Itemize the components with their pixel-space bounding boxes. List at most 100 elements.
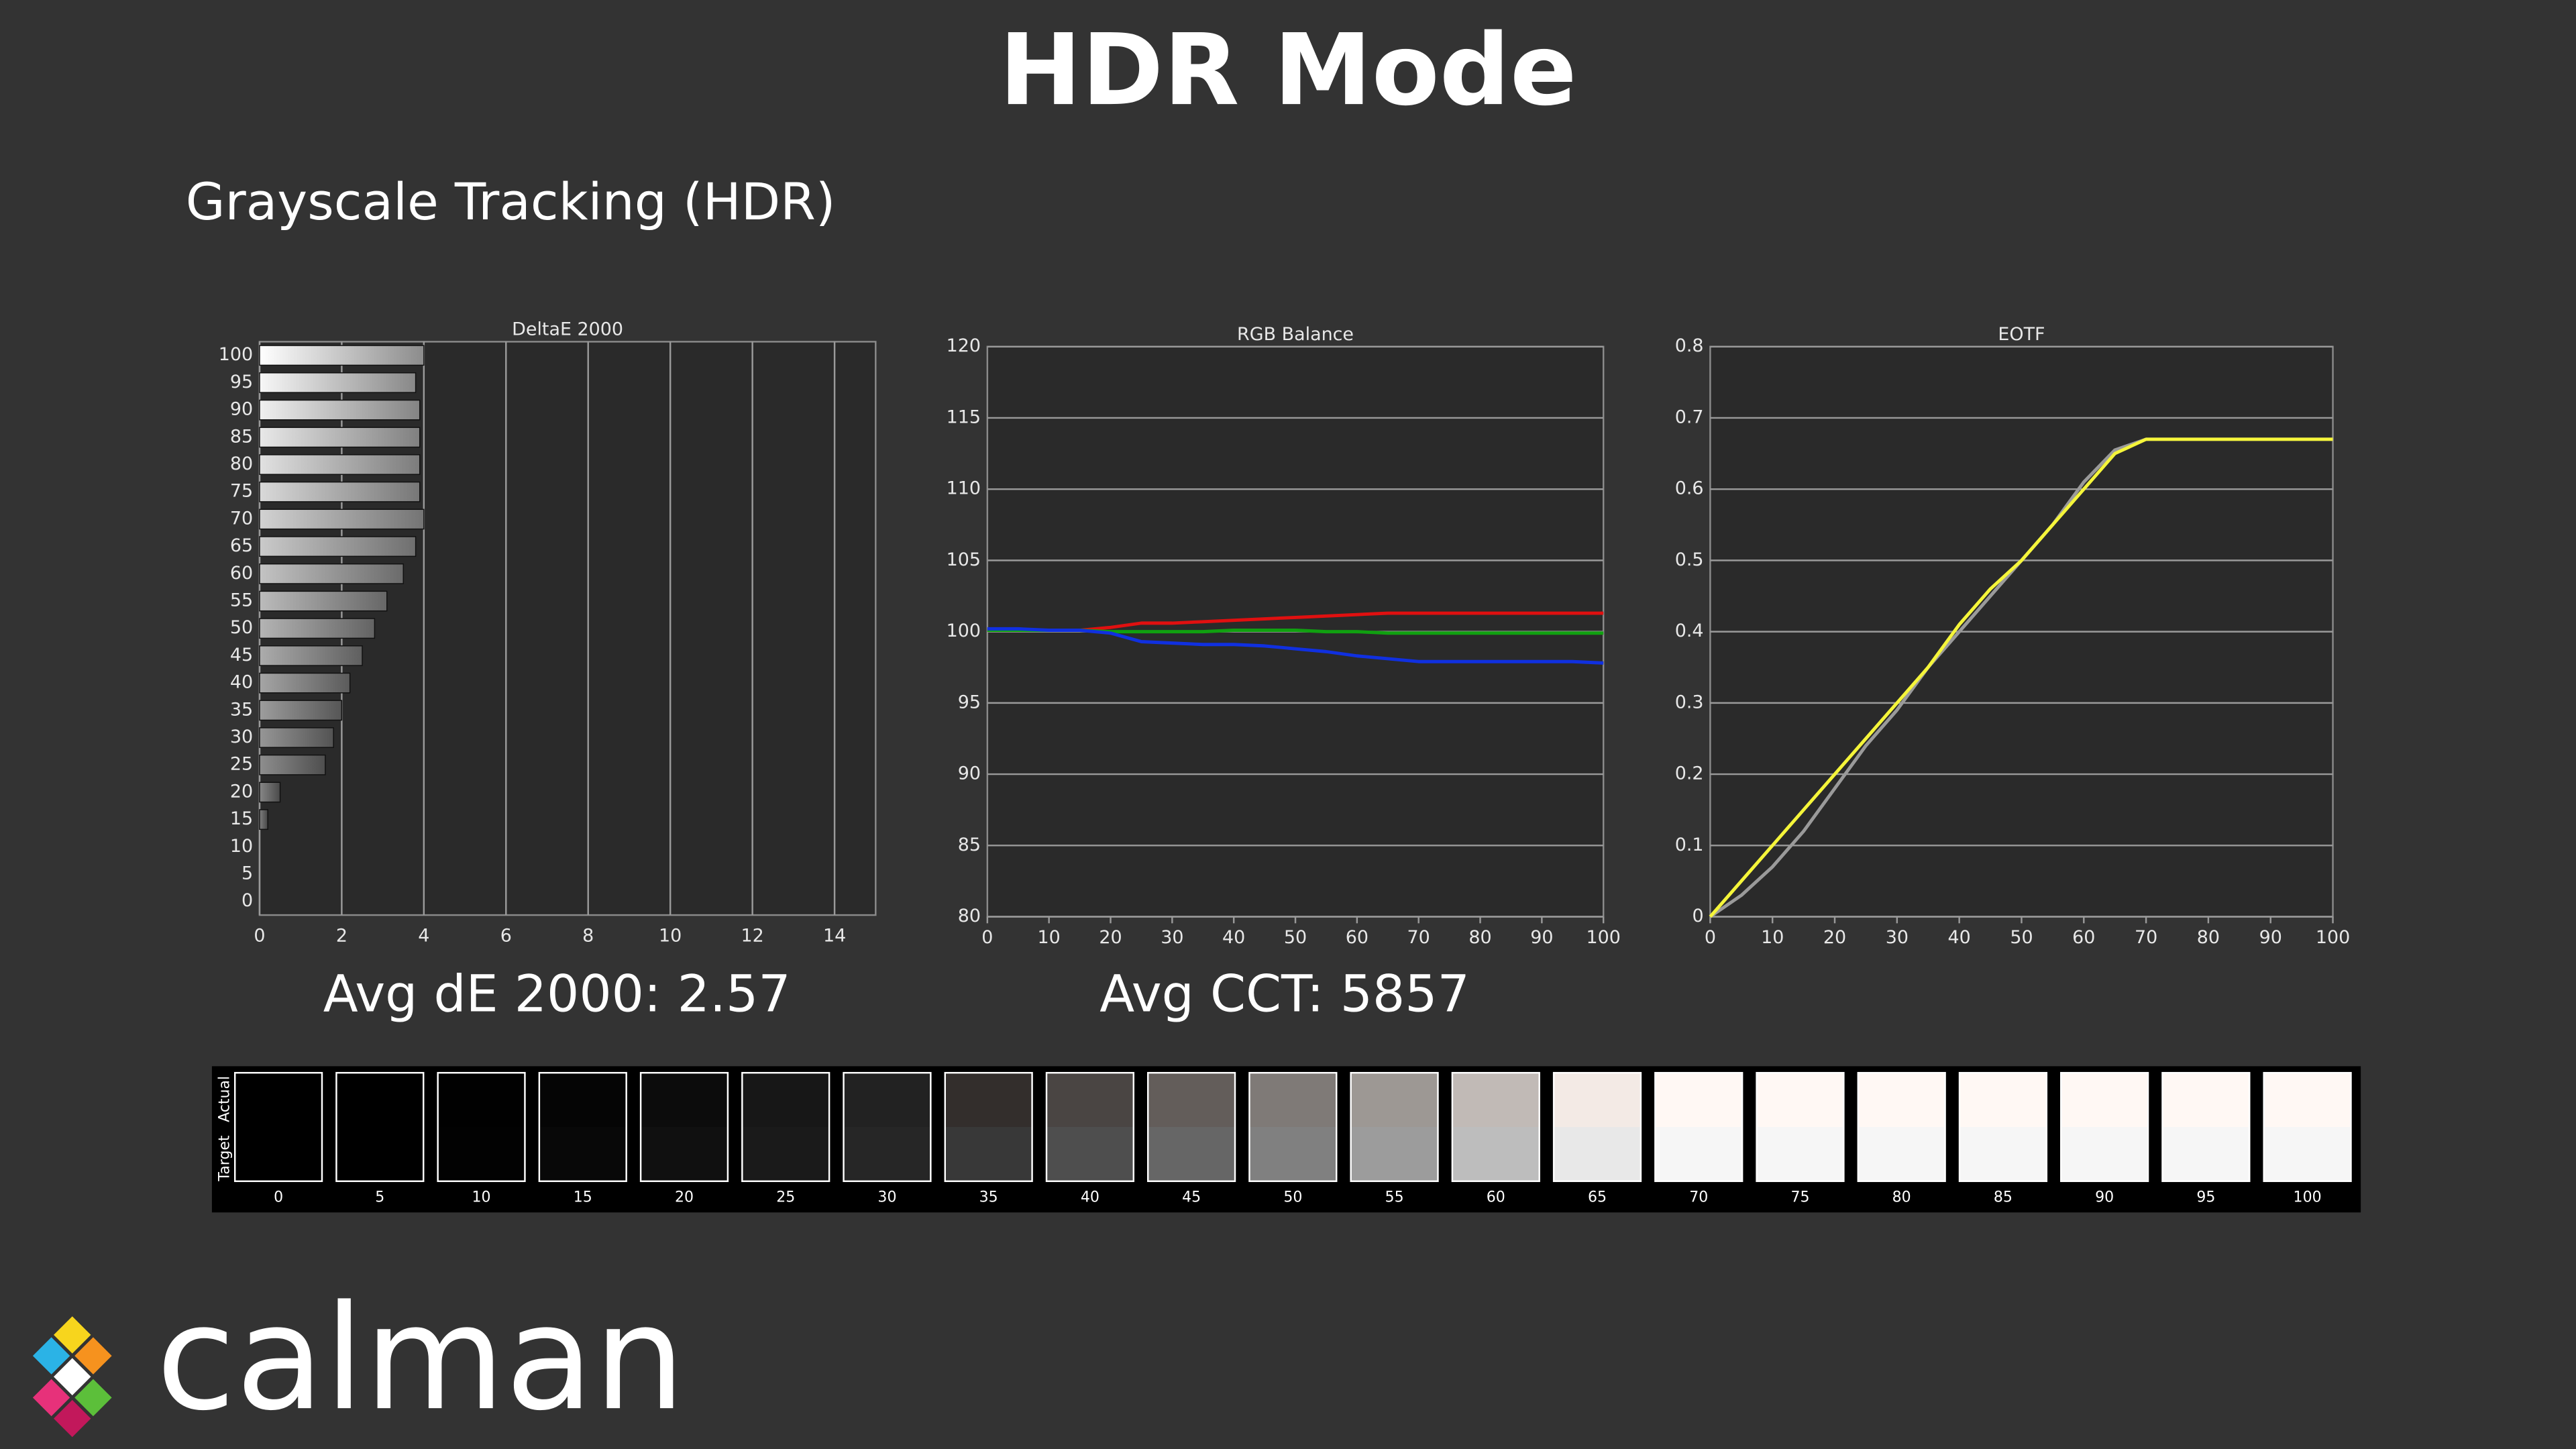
y-tick-label: 60	[230, 563, 253, 584]
swatch-actual	[945, 1073, 1032, 1127]
x-tick-label: 40	[1948, 927, 1971, 948]
swatch-actual	[742, 1073, 830, 1127]
x-tick-label: 20	[1823, 927, 1846, 948]
swatch-target	[437, 1127, 525, 1181]
x-tick-label: 10	[659, 925, 682, 946]
x-tick-label: 30	[1161, 927, 1183, 948]
swatch-label: 25	[776, 1189, 795, 1205]
swatch-border	[1350, 1071, 1439, 1183]
y-tick-label: 105	[947, 549, 981, 570]
y-tick-label: 90	[230, 399, 253, 420]
bar	[259, 645, 363, 666]
swatch-actual	[1046, 1073, 1134, 1127]
x-tick-label: 70	[2135, 927, 2157, 948]
y-tick-label: 120	[947, 335, 981, 356]
y-tick-label: 0.6	[1675, 478, 1704, 499]
swatch-actual	[641, 1073, 728, 1127]
x-tick-label: 2	[336, 925, 347, 946]
section-title: Grayscale Tracking (HDR)	[186, 172, 836, 231]
swatch-label: 70	[1689, 1189, 1708, 1205]
avg-de: Avg dE 2000: 2.57	[323, 965, 791, 1024]
swatch-actual	[235, 1073, 322, 1127]
swatch-border	[1045, 1071, 1135, 1183]
target-label: Target	[217, 1135, 233, 1182]
swatch-target	[1046, 1127, 1134, 1181]
y-tick-label: 0.4	[1675, 621, 1704, 641]
swatch-actual	[843, 1073, 931, 1127]
swatch-actual	[336, 1073, 424, 1127]
swatch-actual	[1756, 1073, 1844, 1127]
bar	[259, 618, 376, 639]
bar	[259, 345, 425, 366]
y-tick-label: 70	[230, 508, 253, 529]
y-tick-label: 10	[230, 836, 253, 857]
x-tick-label: 30	[1886, 927, 1909, 948]
y-tick-label: 0	[1692, 906, 1703, 926]
swatch-target	[2263, 1127, 2351, 1181]
swatch-actual	[539, 1073, 627, 1127]
logo-text: calman	[156, 1274, 686, 1442]
swatch-target	[235, 1127, 322, 1181]
x-tick-label: 6	[500, 925, 512, 946]
swatch-label: 65	[1588, 1189, 1607, 1205]
page-title: HDR Mode	[999, 13, 1576, 127]
swatch-border	[843, 1071, 932, 1183]
y-tick-label: 0.8	[1675, 335, 1704, 356]
swatch-label: 50	[1283, 1189, 1302, 1205]
y-tick-label: 65	[230, 535, 253, 556]
y-tick-label: 0	[241, 890, 253, 911]
swatch-actual	[1960, 1073, 2047, 1127]
swatch-target	[945, 1127, 1032, 1181]
swatch-border	[1552, 1071, 1642, 1183]
swatch-border	[944, 1071, 1033, 1183]
y-tick-label: 85	[958, 835, 981, 855]
swatch-border	[233, 1071, 323, 1183]
chart-title: DeltaE 2000	[512, 319, 623, 340]
bar	[259, 700, 343, 721]
y-tick-label: 110	[947, 478, 981, 499]
x-tick-label: 0	[254, 925, 265, 946]
x-tick-label: 4	[418, 925, 429, 946]
bar	[259, 508, 425, 530]
avg-cct: Avg CCT: 5857	[1099, 965, 1470, 1024]
swatch-label: 100	[2294, 1189, 2322, 1205]
swatch-target	[1249, 1127, 1337, 1181]
y-tick-label: 80	[230, 453, 253, 474]
swatch-label: 15	[574, 1189, 592, 1205]
swatch-border	[1147, 1071, 1236, 1183]
bar	[259, 399, 421, 421]
bar	[259, 782, 281, 803]
swatch-border	[2060, 1071, 2149, 1183]
swatch-label: 0	[274, 1189, 283, 1205]
swatch-label: 5	[375, 1189, 384, 1205]
x-tick-label: 8	[582, 925, 594, 946]
x-tick-label: 90	[1530, 927, 1553, 948]
y-tick-label: 15	[230, 808, 253, 829]
swatch-label: 20	[675, 1189, 694, 1205]
swatch-border	[437, 1071, 526, 1183]
swatch-actual	[1148, 1073, 1236, 1127]
swatch-label: 35	[979, 1189, 998, 1205]
swatch-label: 60	[1487, 1189, 1505, 1205]
bar	[259, 427, 421, 448]
y-tick-label: 0.5	[1675, 549, 1704, 570]
swatch-actual	[1350, 1073, 1438, 1127]
swatch-border	[1248, 1071, 1338, 1183]
x-tick-label: 70	[1407, 927, 1430, 948]
swatch-target	[1960, 1127, 2047, 1181]
swatch-label: 10	[472, 1189, 491, 1205]
chart-title: RGB Balance	[1237, 324, 1354, 345]
bar	[259, 754, 326, 775]
swatch-border	[639, 1071, 729, 1183]
x-tick-label: 12	[741, 925, 763, 946]
swatch-actual	[1655, 1073, 1743, 1127]
x-tick-label: 0	[1705, 927, 1716, 948]
bar	[259, 372, 417, 393]
swatch-target	[336, 1127, 424, 1181]
swatch-target	[742, 1127, 830, 1181]
x-tick-label: 20	[1099, 927, 1122, 948]
swatch-target	[2061, 1127, 2149, 1181]
y-tick-label: 80	[958, 906, 981, 926]
swatch-label: 90	[2095, 1189, 2114, 1205]
y-tick-label: 95	[230, 372, 253, 392]
